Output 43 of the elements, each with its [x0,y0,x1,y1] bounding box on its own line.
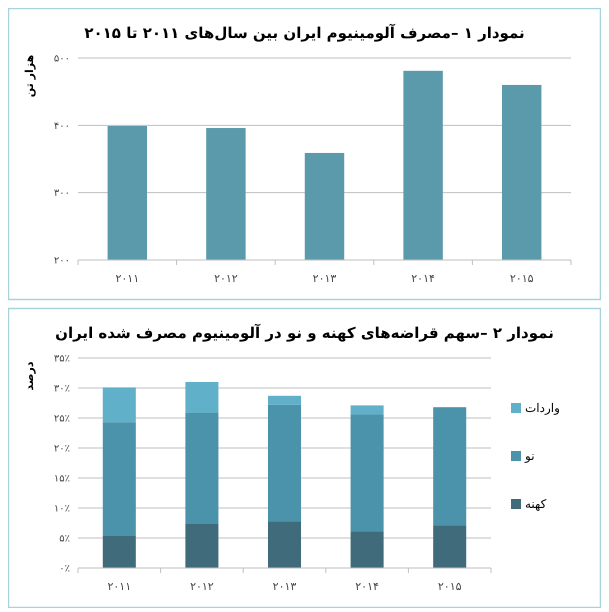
y-tick-label: ۵٪ [59,534,70,544]
x-tick-label: ۲۰۱۵ [438,580,462,593]
x-tick-label: ۲۰۱۵ [510,272,534,285]
x-tick-label: ۲۰۱۲ [190,580,214,593]
bar [433,407,466,526]
y-tick-label: ۳۰٪ [54,384,70,394]
y-tick-label: ۳۵٪ [54,354,70,364]
bar [268,521,302,568]
x-tick-label: ۲۰۱۱ [107,580,132,593]
bar [350,414,384,532]
y-tick-label: ۱۵٪ [54,474,70,484]
bar [102,536,136,568]
bar [350,531,384,568]
bar [268,404,302,522]
x-tick-label: ۲۰۱۳ [272,580,296,593]
bar [185,382,218,413]
y-axis-title: درصد [23,361,36,390]
legend-label: نو [524,449,535,464]
y-tick-label: ۴۰۰ [54,120,70,132]
chart-title: نمودار ۲ –سهم قراضه‌های کهنه و نو در آلومینیوم مصرف شده ایران [55,323,554,342]
y-tick-label: ۲۵٪ [54,414,70,424]
y-tick-label: ۵۰۰ [54,54,70,64]
x-tick-label: ۲۰۱۴ [411,272,436,285]
legend-label: واردات [525,401,560,416]
bar [185,524,218,568]
x-tick-label: ۲۰۱۲ [214,272,238,285]
bar [433,525,466,568]
y-tick-label: ۲۰۰ [54,256,70,266]
y-tick-label: ۳۰۰ [54,188,70,200]
y-tick-label: ۱۰٪ [54,504,70,514]
legend-label: کهنه [525,497,547,512]
bar [185,412,218,524]
bar [268,396,302,405]
x-tick-label: ۲۰۱۱ [115,272,140,285]
bar [102,422,136,536]
x-tick-label: ۲۰۱۴ [355,580,380,593]
bar [102,387,136,422]
y-axis-title: هزار تن [23,54,36,98]
bar [350,405,384,414]
x-tick-label: ۲۰۱۳ [312,272,336,285]
chart-title: نمودار ۱ –مصرف آلومینیوم ایران بین سال‌های ۲۰۱۱ تا ۲۰۱۵ [84,23,525,42]
y-tick-label: ۲۰٪ [54,444,70,454]
y-tick-label: ۰٪ [59,564,70,574]
